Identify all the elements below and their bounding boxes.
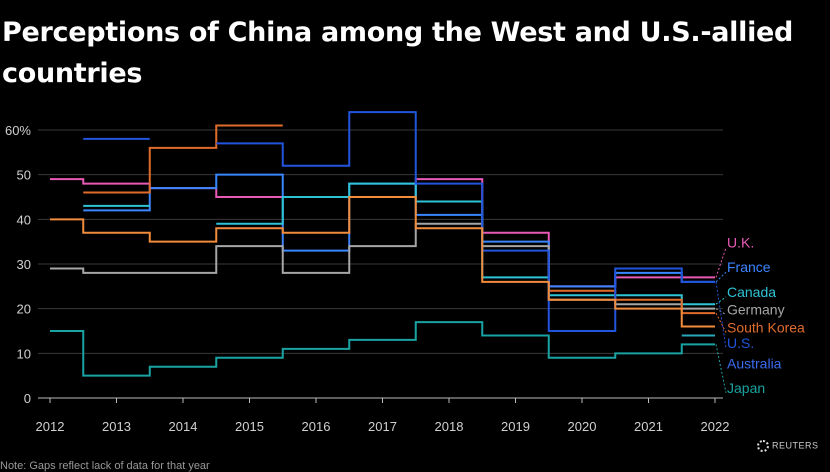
y-axis: 0 10 20 30 40 50 60% xyxy=(5,123,723,406)
legend-label: U.K. xyxy=(727,235,754,251)
reuters-logo: REUTERS xyxy=(757,440,819,452)
x-tick-label: 2013 xyxy=(102,419,131,434)
series-line xyxy=(83,111,715,332)
x-tick-label: 2021 xyxy=(634,419,663,434)
chart-note: Note: Gaps reflect lack of data for that… xyxy=(0,460,210,472)
legend-label: Australia xyxy=(727,355,782,371)
x-tick-label: 2017 xyxy=(368,419,397,434)
series-lines xyxy=(50,111,715,377)
x-tick-label: 2015 xyxy=(235,419,264,434)
x-tick-label: 2012 xyxy=(36,419,65,434)
legend-label: Japan xyxy=(727,380,765,396)
legend-leader xyxy=(715,312,727,333)
x-tick-label: 2018 xyxy=(435,419,464,434)
y-tick-label: 60% xyxy=(5,123,31,138)
legend-label: South Korea xyxy=(727,320,805,336)
legend-label: France xyxy=(727,259,771,275)
legend-label: U.S. xyxy=(727,335,754,351)
x-tick-label: 2016 xyxy=(302,419,331,434)
legend-leader xyxy=(715,296,727,305)
y-tick-label: 30 xyxy=(17,257,31,272)
series-line xyxy=(83,124,715,315)
series-line xyxy=(50,196,715,328)
y-tick-label: 40 xyxy=(17,212,31,227)
legend-leader xyxy=(715,308,727,316)
legend-leader xyxy=(715,344,727,393)
series-line xyxy=(83,182,715,306)
x-tick-label: 2020 xyxy=(568,419,597,434)
y-tick-label: 50 xyxy=(17,168,31,183)
x-axis: 2012 2013 2014 2015 2016 2017 2018 2019 2020 2021… xyxy=(36,398,730,434)
y-tick-label: 20 xyxy=(17,302,31,317)
legend-leader xyxy=(715,281,727,349)
series-line xyxy=(50,321,715,377)
x-tick-label: 2022 xyxy=(701,419,730,434)
x-tick-label: 2014 xyxy=(169,419,198,434)
series-line xyxy=(83,173,715,288)
reuters-dot-logo-icon xyxy=(757,440,769,452)
legend-label: Germany xyxy=(727,302,785,318)
x-tick-label: 2019 xyxy=(501,419,530,434)
legend-label: Canada xyxy=(727,284,776,300)
grid-lines xyxy=(38,129,723,354)
chart-title: Perceptions of China among the West and … xyxy=(2,17,794,89)
y-tick-label: 10 xyxy=(17,346,31,361)
legend-leader xyxy=(715,247,727,278)
y-tick-label: 0 xyxy=(24,391,31,406)
